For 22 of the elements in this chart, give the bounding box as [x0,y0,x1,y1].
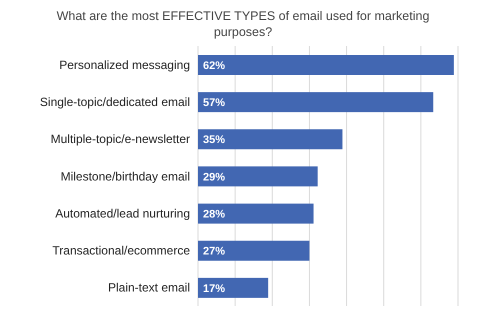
bar [198,204,314,224]
data-label: 35% [203,134,226,146]
y-tick-label: Plain-text email [108,280,190,295]
y-tick-label: Multiple-topic/e-newsletter [50,132,190,146]
y-tick-label: Single-topic/dedicated email [40,94,190,109]
bar [198,278,268,298]
bar [198,55,454,75]
y-tick-label: Personalized messaging [59,58,190,72]
data-label: 17% [203,282,226,295]
bar [198,92,434,112]
bar [198,240,310,261]
data-label: 57% [203,97,226,110]
data-label: 62% [203,60,226,72]
bar [198,166,318,186]
data-label: 28% [203,208,226,220]
y-tick-label: Automated/lead nurturing [55,206,190,220]
y-tick-label: Transactional/ecommerce [52,244,190,258]
bar [198,129,342,150]
data-label: 27% [203,246,226,258]
data-label: 29% [203,171,226,184]
y-tick-label: Milestone/birthday email [60,169,190,184]
chart-title: What are the most EFFECTIVE TYPES of email used for marketing purposes? [56,8,430,41]
